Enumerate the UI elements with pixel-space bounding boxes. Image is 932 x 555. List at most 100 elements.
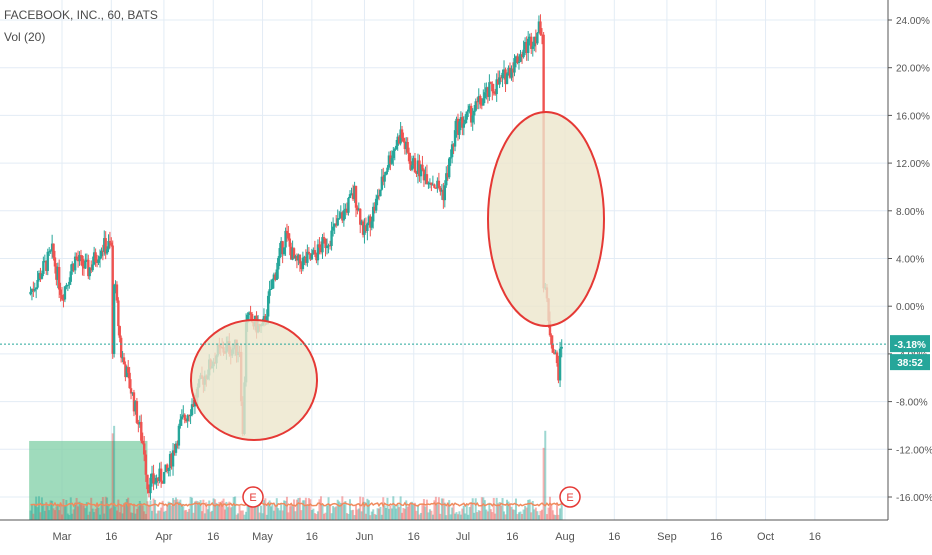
volume-bar — [234, 496, 237, 520]
earnings-marker-circle — [242, 486, 264, 508]
x-tick-label: 16 — [207, 531, 219, 543]
volume-bar — [321, 504, 324, 520]
candle-body — [539, 21, 542, 35]
volume-bar — [456, 514, 459, 520]
volume-bar — [316, 511, 319, 520]
volume-bar — [231, 506, 234, 520]
volume-bar — [477, 510, 480, 520]
candle-body — [249, 312, 252, 315]
volume-bar — [39, 512, 42, 520]
candle-body — [272, 274, 276, 280]
volume-bar — [149, 500, 152, 520]
candle-body — [166, 464, 169, 472]
candle-body — [297, 254, 300, 261]
volume-bar — [94, 508, 97, 520]
candle-body — [403, 141, 407, 150]
volume-bar — [176, 499, 179, 520]
volume-bar — [428, 509, 431, 520]
candle-body — [445, 173, 448, 186]
volume-bar — [324, 512, 327, 520]
candle-body — [295, 256, 299, 261]
volume-bar — [71, 513, 74, 520]
volume-bar — [366, 498, 369, 520]
volume-bar — [195, 500, 198, 520]
volume-bar — [521, 513, 524, 520]
volume-bar — [246, 506, 249, 520]
candle-body — [101, 250, 105, 252]
candle-body — [73, 256, 77, 271]
candle-body — [517, 61, 521, 64]
candle-body — [85, 259, 89, 261]
candle-body — [265, 316, 268, 322]
candle-body — [486, 87, 490, 97]
volume-bar — [106, 497, 109, 520]
volume-bar — [303, 500, 306, 520]
candle-body — [389, 155, 392, 164]
candle-body — [176, 443, 179, 446]
candle-body — [95, 261, 99, 263]
candle-body — [300, 263, 303, 270]
candle-body — [307, 251, 311, 254]
candle-body — [413, 158, 417, 173]
volume-bar — [459, 514, 462, 520]
candle-body — [168, 453, 172, 468]
candle-body — [396, 136, 399, 146]
volume-bar — [425, 499, 428, 520]
x-tick-label: May — [252, 531, 273, 543]
candle-body — [246, 314, 249, 323]
volume-bar — [188, 508, 191, 520]
volume-bar — [262, 500, 265, 520]
volume-bar — [124, 502, 127, 520]
candle-body — [79, 255, 83, 257]
candle-body — [327, 245, 330, 247]
volume-bar — [182, 506, 185, 520]
volume-bar — [449, 514, 452, 520]
x-tick-label: Oct — [757, 531, 774, 543]
candle-body — [392, 150, 395, 159]
volume-bar — [223, 509, 226, 520]
volume-bar — [401, 512, 404, 520]
candle-body — [342, 210, 346, 221]
candle-body — [142, 443, 146, 455]
volume-bar — [301, 500, 304, 520]
x-tick-label: 16 — [306, 531, 318, 543]
candle-body — [92, 252, 96, 265]
volume-bar — [396, 504, 399, 520]
volume-bar — [251, 498, 254, 520]
candle-body — [131, 392, 134, 394]
volume-ma-polyline — [30, 501, 562, 508]
volume-bar — [196, 501, 199, 520]
volume-bar — [524, 505, 527, 520]
volume-bar — [495, 497, 498, 520]
volume-bar — [424, 506, 427, 520]
candle-body — [452, 144, 455, 147]
volume-bar — [421, 503, 424, 520]
volume-bar — [479, 510, 482, 520]
volume-bar — [373, 513, 376, 520]
volume-bar — [336, 499, 339, 520]
candle-body — [65, 285, 68, 287]
candle-body — [60, 294, 64, 300]
volume-bar — [56, 503, 59, 520]
x-tick-label: Aug — [555, 531, 575, 543]
candle-body — [268, 289, 271, 296]
volume-bar — [125, 499, 128, 520]
candle-body — [110, 242, 113, 246]
candle-body — [50, 243, 54, 251]
candle-body — [247, 312, 251, 315]
volume-bar — [290, 504, 293, 520]
volume-bar — [160, 507, 163, 520]
candle-body — [449, 157, 452, 159]
volume-bar — [319, 496, 322, 520]
candle-body — [354, 185, 358, 208]
volume-bar — [81, 504, 84, 520]
candle-body — [158, 468, 161, 481]
volume-bar — [458, 511, 461, 520]
volume-bar — [298, 497, 301, 520]
volume-bar — [214, 499, 217, 520]
volume-bar — [293, 499, 296, 520]
volume-bar — [183, 510, 186, 520]
candle-body — [507, 67, 510, 74]
volume-bar — [283, 500, 286, 520]
